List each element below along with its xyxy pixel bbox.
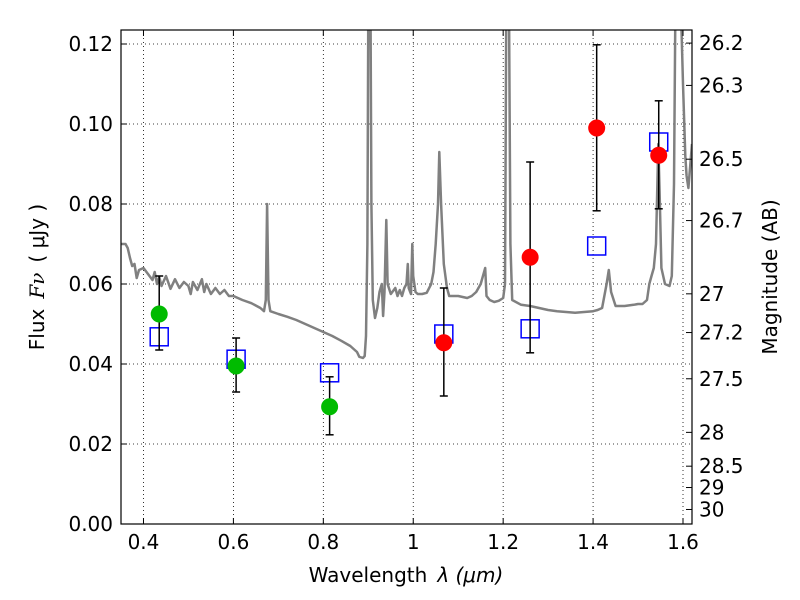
y2-axis-title: Magnitude (AB) [758, 199, 782, 354]
y2-tick-label: 29 [699, 476, 724, 500]
y2-tick-label: 30 [699, 497, 724, 521]
observed-flux-point [150, 305, 168, 323]
plot-frame [120, 29, 693, 525]
x-tick-label: 1.2 [487, 530, 519, 554]
y-tick-label: 0.04 [68, 352, 113, 376]
axis-ticks: 0.4 0.6 0.8 1 1.2 1.4 1.6 0.00 0.02 0.04 0.06 0.08 0… [68, 30, 744, 554]
x-tick-label: 1.6 [667, 530, 699, 554]
x-axis-title-text: Wavelength [309, 563, 428, 587]
y2-tick-label: 26.2 [699, 31, 744, 55]
y2-tick-label: 27.2 [699, 321, 744, 345]
x-axis-title: Wavelength λ (μm) [309, 563, 504, 587]
observed-flux-point [521, 248, 539, 266]
y-tick-label: 0.06 [68, 272, 113, 296]
y-axis-title-text: Flux [25, 308, 49, 350]
y-tick-label: 0.12 [68, 32, 113, 56]
x-tick-label: 0.8 [307, 530, 339, 554]
observed-flux-point [588, 119, 606, 137]
y-tick-label: 0.02 [68, 432, 113, 456]
observed-flux-point [650, 146, 668, 164]
y2-tick-label: 27 [699, 282, 724, 306]
y2-tick-label: 26.7 [699, 209, 744, 233]
y2-tick-label: 26.3 [699, 73, 744, 97]
observed-flux-point [435, 334, 453, 352]
y-axis-title-unit: ( μJy ) [25, 204, 49, 263]
y-axis-title: Flux Fν ( μJy ) [25, 204, 49, 350]
y-tick-label: 0.08 [68, 192, 113, 216]
observed-flux-point [227, 357, 245, 375]
y-tick-label: 0.10 [68, 112, 113, 136]
x-tick-label: 0.6 [217, 530, 249, 554]
y2-tick-label: 26.5 [699, 147, 744, 171]
model-photometry-square [586, 236, 607, 256]
observed-flux-point [321, 398, 339, 416]
y-axis-title-math: Fν [25, 273, 49, 300]
x-tick-label: 1.4 [577, 530, 609, 554]
x-tick-label: 1 [407, 530, 420, 554]
y-tick-label: 0.00 [68, 512, 113, 536]
y2-tick-label: 27.5 [699, 367, 744, 391]
y2-tick-label: 28 [699, 420, 724, 444]
y2-tick-label: 28.5 [699, 454, 744, 478]
x-axis-title-math: λ (μm) [436, 563, 503, 587]
data-markers [149, 44, 669, 436]
x-tick-label: 0.4 [128, 530, 160, 554]
model-spectrum-line [121, 30, 692, 360]
